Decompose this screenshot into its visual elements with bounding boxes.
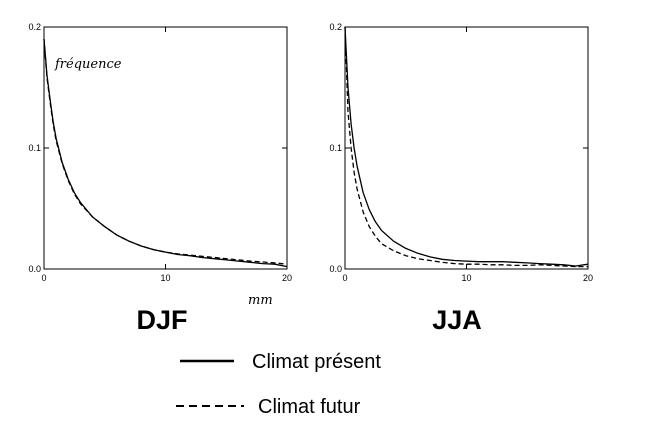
plot-frame bbox=[344, 26, 589, 270]
x-tick-label: 20 bbox=[282, 273, 292, 283]
series-line-future bbox=[43, 39, 288, 265]
panel-title-djf: DJF bbox=[136, 305, 187, 335]
x-tick-label: 20 bbox=[583, 273, 593, 283]
y-tick-label: 0.1 bbox=[28, 143, 41, 153]
series-line-present bbox=[43, 39, 288, 268]
x-tick-label: 10 bbox=[160, 273, 170, 283]
legend-label-future: Climat futur bbox=[258, 396, 361, 418]
y-tick-label: 0.1 bbox=[329, 143, 342, 153]
y-tick-label: 0.0 bbox=[28, 264, 41, 274]
y-annotation-frequence: fréquence bbox=[54, 57, 122, 72]
x-tick-label: 0 bbox=[41, 273, 46, 283]
x-tick-label: 0 bbox=[342, 273, 347, 283]
panel-title-jja: JJA bbox=[432, 305, 482, 335]
series-line-present bbox=[344, 26, 589, 267]
x-tick-label: 10 bbox=[461, 273, 471, 283]
legend-label-present: Climat présent bbox=[252, 351, 381, 373]
panel-djf: 0.0 0.1 0.2 0 10 20 bbox=[28, 22, 292, 283]
x-annotation-mm: mm bbox=[248, 293, 273, 308]
y-tick-label: 0.0 bbox=[329, 264, 342, 274]
panel-jja: 0.0 0.1 0.2 0 10 20 bbox=[329, 22, 593, 283]
y-tick-label: 0.2 bbox=[329, 22, 342, 32]
series-line-future bbox=[344, 26, 588, 268]
y-tick-label: 0.2 bbox=[28, 22, 41, 32]
legend: Climat présent Climat futur bbox=[176, 351, 381, 418]
